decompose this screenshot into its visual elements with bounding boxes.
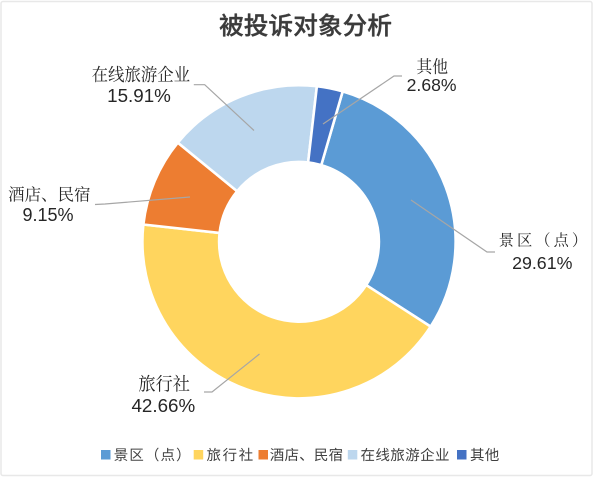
svg-text:9.15%: 9.15% xyxy=(22,205,73,225)
svg-text:15.91%: 15.91% xyxy=(107,85,171,106)
svg-text:29.61%: 29.61% xyxy=(512,253,572,273)
svg-text:42.66%: 42.66% xyxy=(131,395,195,416)
svg-text:2.68%: 2.68% xyxy=(407,75,457,95)
